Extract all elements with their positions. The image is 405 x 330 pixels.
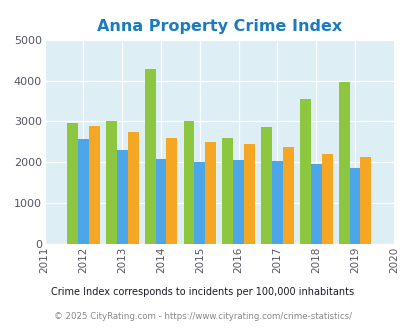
Bar: [282, 148, 293, 244]
Bar: [222, 138, 232, 244]
Bar: [183, 121, 194, 244]
Bar: [232, 160, 243, 244]
Title: Anna Property Crime Index: Anna Property Crime Index: [96, 19, 341, 34]
Bar: [321, 154, 332, 244]
Bar: [127, 132, 138, 244]
Bar: [117, 150, 127, 244]
Bar: [155, 159, 166, 244]
Bar: [145, 70, 155, 244]
Bar: [243, 144, 254, 244]
Bar: [166, 138, 177, 244]
Bar: [338, 82, 349, 244]
Bar: [360, 157, 371, 244]
Bar: [205, 142, 215, 244]
Bar: [89, 126, 100, 244]
Text: Crime Index corresponds to incidents per 100,000 inhabitants: Crime Index corresponds to incidents per…: [51, 287, 354, 297]
Bar: [310, 164, 321, 244]
Bar: [349, 168, 360, 244]
Bar: [260, 127, 271, 244]
Text: © 2025 CityRating.com - https://www.cityrating.com/crime-statistics/: © 2025 CityRating.com - https://www.city…: [54, 312, 351, 321]
Bar: [194, 162, 205, 244]
Bar: [78, 139, 89, 244]
Bar: [299, 99, 310, 244]
Bar: [271, 161, 282, 244]
Bar: [106, 121, 117, 244]
Bar: [67, 123, 78, 244]
